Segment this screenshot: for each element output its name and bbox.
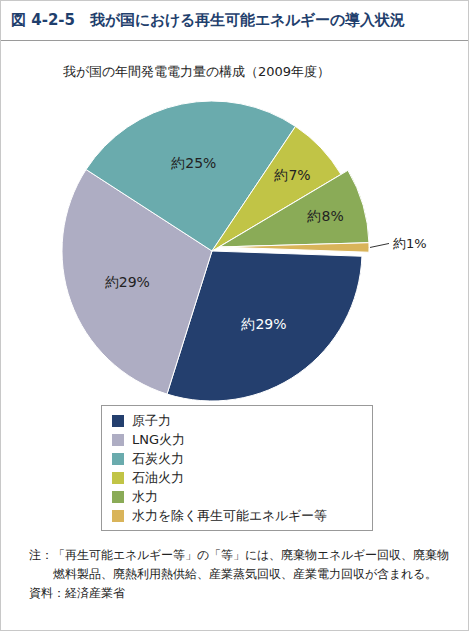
- svg-text:約29%: 約29%: [105, 274, 150, 290]
- html-text:石油火力: 石油火力: [132, 469, 184, 485]
- html-text:水力を除く再生可能エネルギー等: 水力を除く再生可能エネルギー等: [132, 507, 327, 523]
- html-text:石炭火力: 石炭火力: [132, 450, 184, 466]
- html-text:LNG火力: LNG火力: [132, 431, 185, 447]
- svg-text:約1%: 約1%: [393, 236, 427, 251]
- svg-text:約29%: 約29%: [241, 316, 286, 332]
- html-text:原子力: 原子力: [132, 412, 171, 428]
- html-text:水力: 水力: [132, 488, 158, 504]
- html-text:我が国の年間発電電力量の構成（2009年度）: 我が国の年間発電電力量の構成（2009年度）: [63, 64, 331, 79]
- svg-text:約8%: 約8%: [307, 208, 343, 224]
- svg-text:約7%: 約7%: [274, 167, 310, 183]
- html-text:注：「再生可能エネルギー等」の「等」には、廃棄物エネルギー回: 注：「再生可能エネルギー等」の「等」には、廃棄物エネルギー回収、廃棄物燃料製品、…: [29, 548, 449, 581]
- html-text:図 4-2-5 我が国における再生可能エネルギーの導入状況: 図 4-2-5 我が国における再生可能エネルギーの導入状況: [11, 11, 405, 29]
- html-text:資料：経済産業省: 資料：経済産業省: [29, 586, 125, 600]
- svg-text:約25%: 約25%: [171, 155, 216, 171]
